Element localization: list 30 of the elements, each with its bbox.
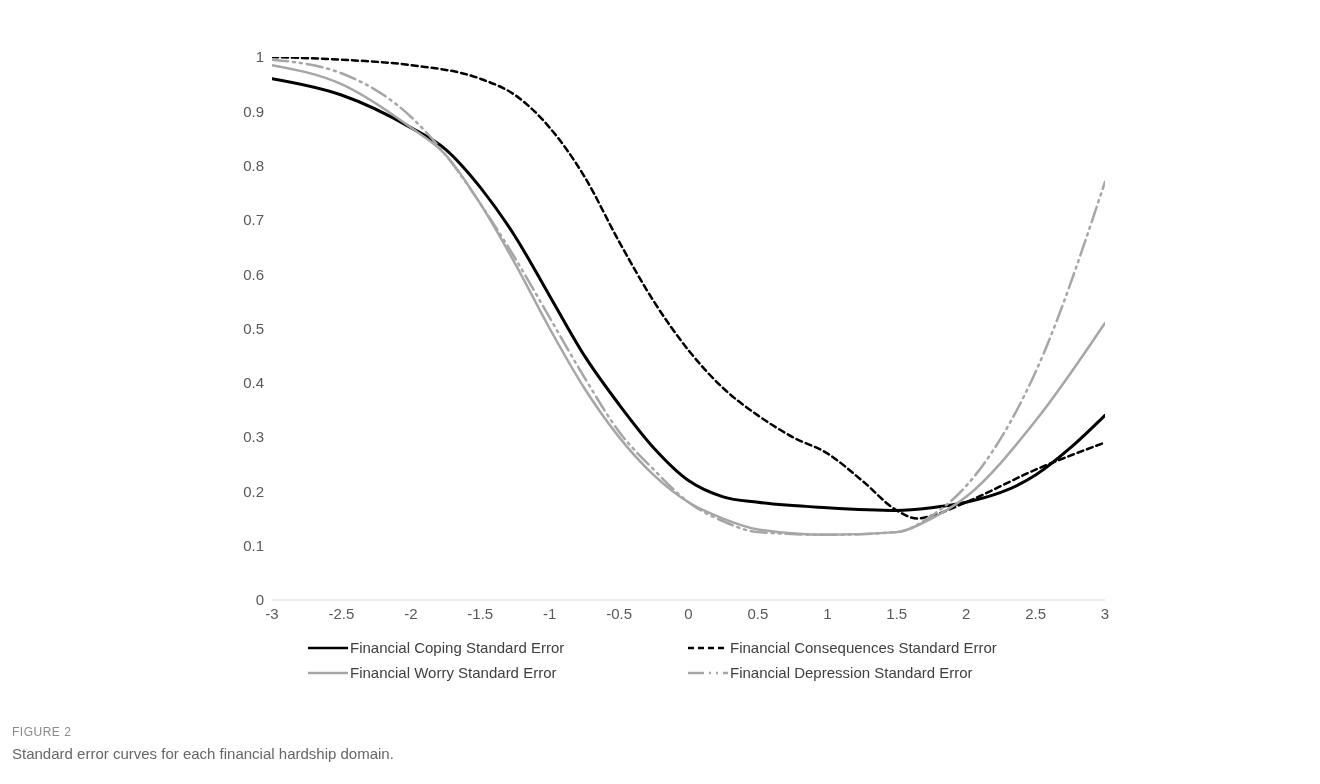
x-tick-label: -1 [542,604,557,622]
x-tick-label: -2 [404,604,418,622]
y-tick-label: 0.4 [243,374,264,392]
legend-label: Financial Coping Standard Error [350,639,565,656]
y-tick-label: 0.9 [243,102,264,120]
x-tick-label: -1.5 [467,604,494,622]
x-tick-label: 3 [1100,604,1110,622]
y-tick-label: 1 [255,48,264,66]
y-tick-label: 0.3 [243,428,264,446]
x-tick-label: 1.5 [886,604,908,622]
y-tick-label: 0.7 [243,211,264,229]
y-tick-label: 0.6 [243,265,264,283]
x-tick-label: 2 [961,604,971,622]
legend-label: Financial Worry Standard Error [350,664,557,681]
legend-label: Financial Depression Standard Error [730,664,973,681]
y-tick-label: 0.8 [243,156,264,174]
y-tick-label: 0.2 [243,482,264,500]
x-tick-label: -0.5 [606,604,633,622]
y-tick-label: 0.1 [243,537,264,555]
x-tick-label: 1 [823,604,832,622]
caption: FIGURE 2 [12,725,73,739]
x-tick-label: 2.5 [1025,604,1047,622]
y-tick-label: 0 [255,591,264,609]
x-tick-label: 0 [684,604,693,622]
text: Standard error curves for each financial hardship domain. [12,745,395,762]
x-tick-label: -2.5 [328,604,355,622]
y-tick-label: 0.5 [243,319,264,337]
legend-label: Financial Consequences Standard Error [730,639,997,656]
x-tick-label: 0.5 [747,604,769,622]
x-tick-label: -3 [265,604,279,622]
